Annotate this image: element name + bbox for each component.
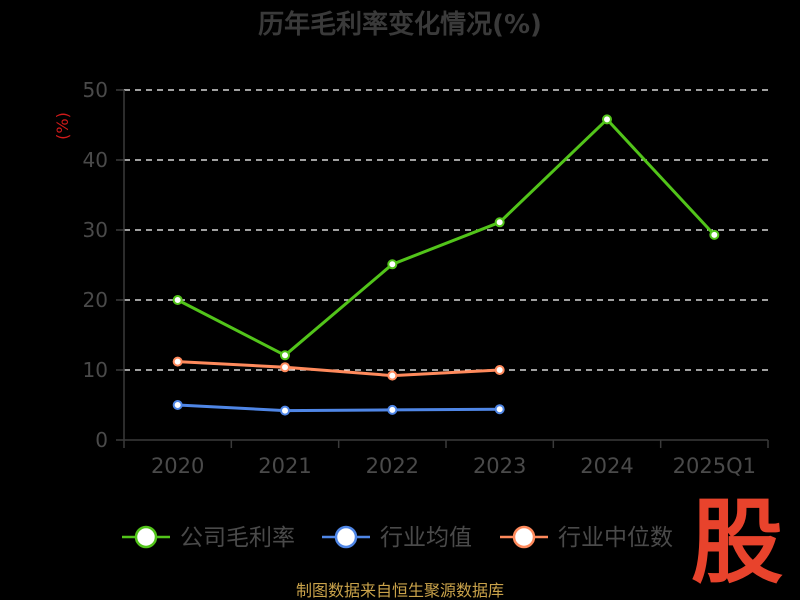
- y-tick-label: 20: [83, 288, 108, 312]
- series-line-1: [177, 403, 500, 413]
- data-point: [602, 114, 612, 125]
- x-tick-label: 2023: [473, 454, 526, 478]
- y-tick-label: 0: [95, 428, 108, 452]
- legend: 公司毛利率 行业均值 行业中位数: [122, 525, 673, 551]
- chart-title: 历年毛利率变化情况(%): [258, 9, 542, 40]
- gridlines: [124, 89, 768, 371]
- y-axis-ticks: 0 10 20 30 40 50: [83, 78, 124, 452]
- y-axis-unit-label: (%): [53, 112, 72, 140]
- y-tick-label: 50: [83, 78, 108, 102]
- legend-label: 公司毛利率: [180, 525, 295, 551]
- x-tick-label: 2021: [258, 454, 311, 478]
- x-tick-label: 2022: [366, 454, 419, 478]
- y-tick-label: 30: [83, 218, 108, 242]
- data-point: [709, 229, 720, 240]
- x-tick-label: 2025Q1: [673, 454, 756, 478]
- x-tick-label: 2020: [151, 454, 204, 478]
- legend-marker: [512, 525, 536, 549]
- x-tick-label: 2024: [580, 454, 633, 478]
- x-axis-ticks: 2020 2021 2022 2023 2024 2025Q1: [123, 440, 769, 478]
- data-point: [494, 404, 505, 415]
- data-source-note: 制图数据来自恒生聚源数据库: [296, 581, 504, 600]
- legend-marker: [334, 525, 358, 549]
- data-point: [172, 356, 183, 367]
- data-point: [387, 370, 398, 381]
- data-point: [387, 259, 398, 270]
- series-lines: [172, 114, 720, 416]
- y-tick-label: 10: [83, 358, 108, 382]
- data-point: [387, 404, 398, 415]
- data-point: [280, 350, 290, 361]
- series-line-2: [177, 360, 500, 378]
- data-point: [172, 295, 183, 305]
- data-point: [172, 400, 183, 410]
- data-point: [280, 405, 290, 416]
- legend-label: 行业中位数: [558, 525, 673, 551]
- y-tick-label: 40: [83, 148, 108, 172]
- brand-logo-glyph: 股: [691, 489, 783, 596]
- data-point: [494, 217, 505, 228]
- data-point: [494, 365, 505, 375]
- data-point: [280, 362, 290, 373]
- legend-marker: [134, 525, 158, 549]
- legend-label: 行业均值: [380, 525, 472, 551]
- series-line-0: [177, 117, 716, 357]
- axes: [123, 90, 768, 441]
